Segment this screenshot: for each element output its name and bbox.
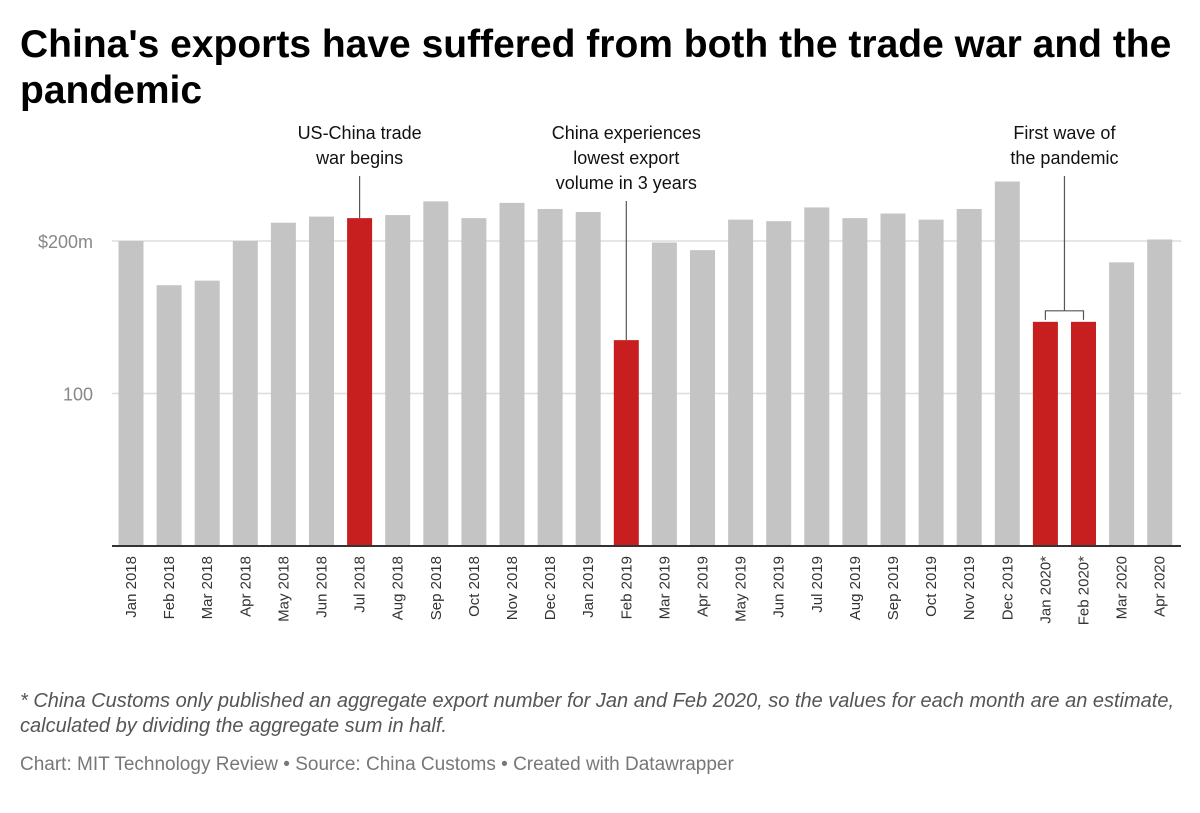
bar xyxy=(1109,262,1135,546)
bar xyxy=(1147,239,1173,546)
bar xyxy=(1071,321,1096,546)
annotation-text: China experiences lowest export volume in … xyxy=(552,123,701,193)
bar xyxy=(766,221,792,547)
bar xyxy=(918,219,944,546)
annotation-bracket xyxy=(1044,310,1085,320)
x-tick-label: Feb 2018 xyxy=(161,556,178,619)
x-tick-label: Sep 2019 xyxy=(885,556,902,620)
x-tick-label: Jan 2018 xyxy=(123,556,140,618)
bar xyxy=(728,219,754,546)
x-tick-label: Jan 2020* xyxy=(1037,556,1054,624)
x-tick-label: Mar 2019 xyxy=(656,556,673,619)
bar xyxy=(1032,321,1058,546)
bar xyxy=(461,218,487,546)
annotations: US-China trade war begins China experience… xyxy=(298,123,1118,341)
x-tick-label: Mar 2020 xyxy=(1114,556,1131,619)
bar xyxy=(156,285,182,546)
bar xyxy=(880,213,906,547)
bar xyxy=(347,218,373,546)
bar xyxy=(270,222,296,546)
bar xyxy=(956,208,982,546)
chart-title: China's exports have suffered from both … xyxy=(20,23,1172,112)
bar xyxy=(690,250,715,546)
bar xyxy=(499,202,525,546)
bars xyxy=(118,181,1173,547)
x-tick-label: Jan 2019 xyxy=(580,556,597,618)
x-tick-label: Sep 2018 xyxy=(428,556,445,620)
bar xyxy=(537,208,563,546)
x-tick-label: Jul 2019 xyxy=(809,556,826,613)
bar xyxy=(994,181,1020,546)
footnote: * China Customs only published an aggreg… xyxy=(20,690,1175,737)
bar xyxy=(232,241,258,546)
y-tick-label: 100 xyxy=(63,385,93,405)
bar xyxy=(842,218,868,546)
x-tick-label: May 2019 xyxy=(733,556,750,622)
bar xyxy=(804,207,830,546)
bar xyxy=(309,216,334,546)
x-tick-label: Nov 2018 xyxy=(504,556,521,620)
x-tick-label: Jun 2018 xyxy=(314,556,331,618)
x-tick-label: Apr 2019 xyxy=(695,556,712,617)
bar xyxy=(575,212,601,546)
annotation-text: US-China trade war begins xyxy=(298,123,422,168)
x-tick-label: Jun 2019 xyxy=(771,556,788,618)
x-tick-label: Jul 2018 xyxy=(352,556,369,613)
bar-chart: 100 $200m Jan 2018 Feb 2018 Mar 2018 Apr 201… xyxy=(38,123,1181,625)
x-axis: Jan 2018 Feb 2018 Mar 2018 Apr 2018 May 2018… xyxy=(112,545,1181,625)
x-tick-label: Apr 2020 xyxy=(1152,556,1169,617)
bar xyxy=(613,340,639,546)
x-tick-label: Nov 2019 xyxy=(961,556,978,620)
bar xyxy=(423,201,449,546)
annotation-text: First wave of the pandemic xyxy=(1010,123,1118,168)
bar xyxy=(651,242,677,546)
bar xyxy=(385,215,411,546)
credits: Chart: MIT Technology Review • Source: C… xyxy=(20,754,734,775)
x-tick-label: Dec 2019 xyxy=(999,556,1016,620)
bar xyxy=(194,280,220,546)
x-tick-label: Aug 2018 xyxy=(390,556,407,620)
y-tick-label: $200m xyxy=(38,232,93,252)
bar xyxy=(118,241,144,546)
x-tick-label: Oct 2018 xyxy=(466,556,483,617)
x-tick-label: Aug 2019 xyxy=(847,556,864,620)
x-tick-label: Feb 2020* xyxy=(1076,556,1093,625)
x-tick-label: Dec 2018 xyxy=(542,556,559,620)
x-tick-label: Mar 2018 xyxy=(199,556,216,619)
x-tick-label: Feb 2019 xyxy=(618,556,635,619)
x-tick-label: Oct 2019 xyxy=(923,556,940,617)
x-tick-label: May 2018 xyxy=(275,556,292,622)
x-tick-label: Apr 2018 xyxy=(237,556,254,617)
